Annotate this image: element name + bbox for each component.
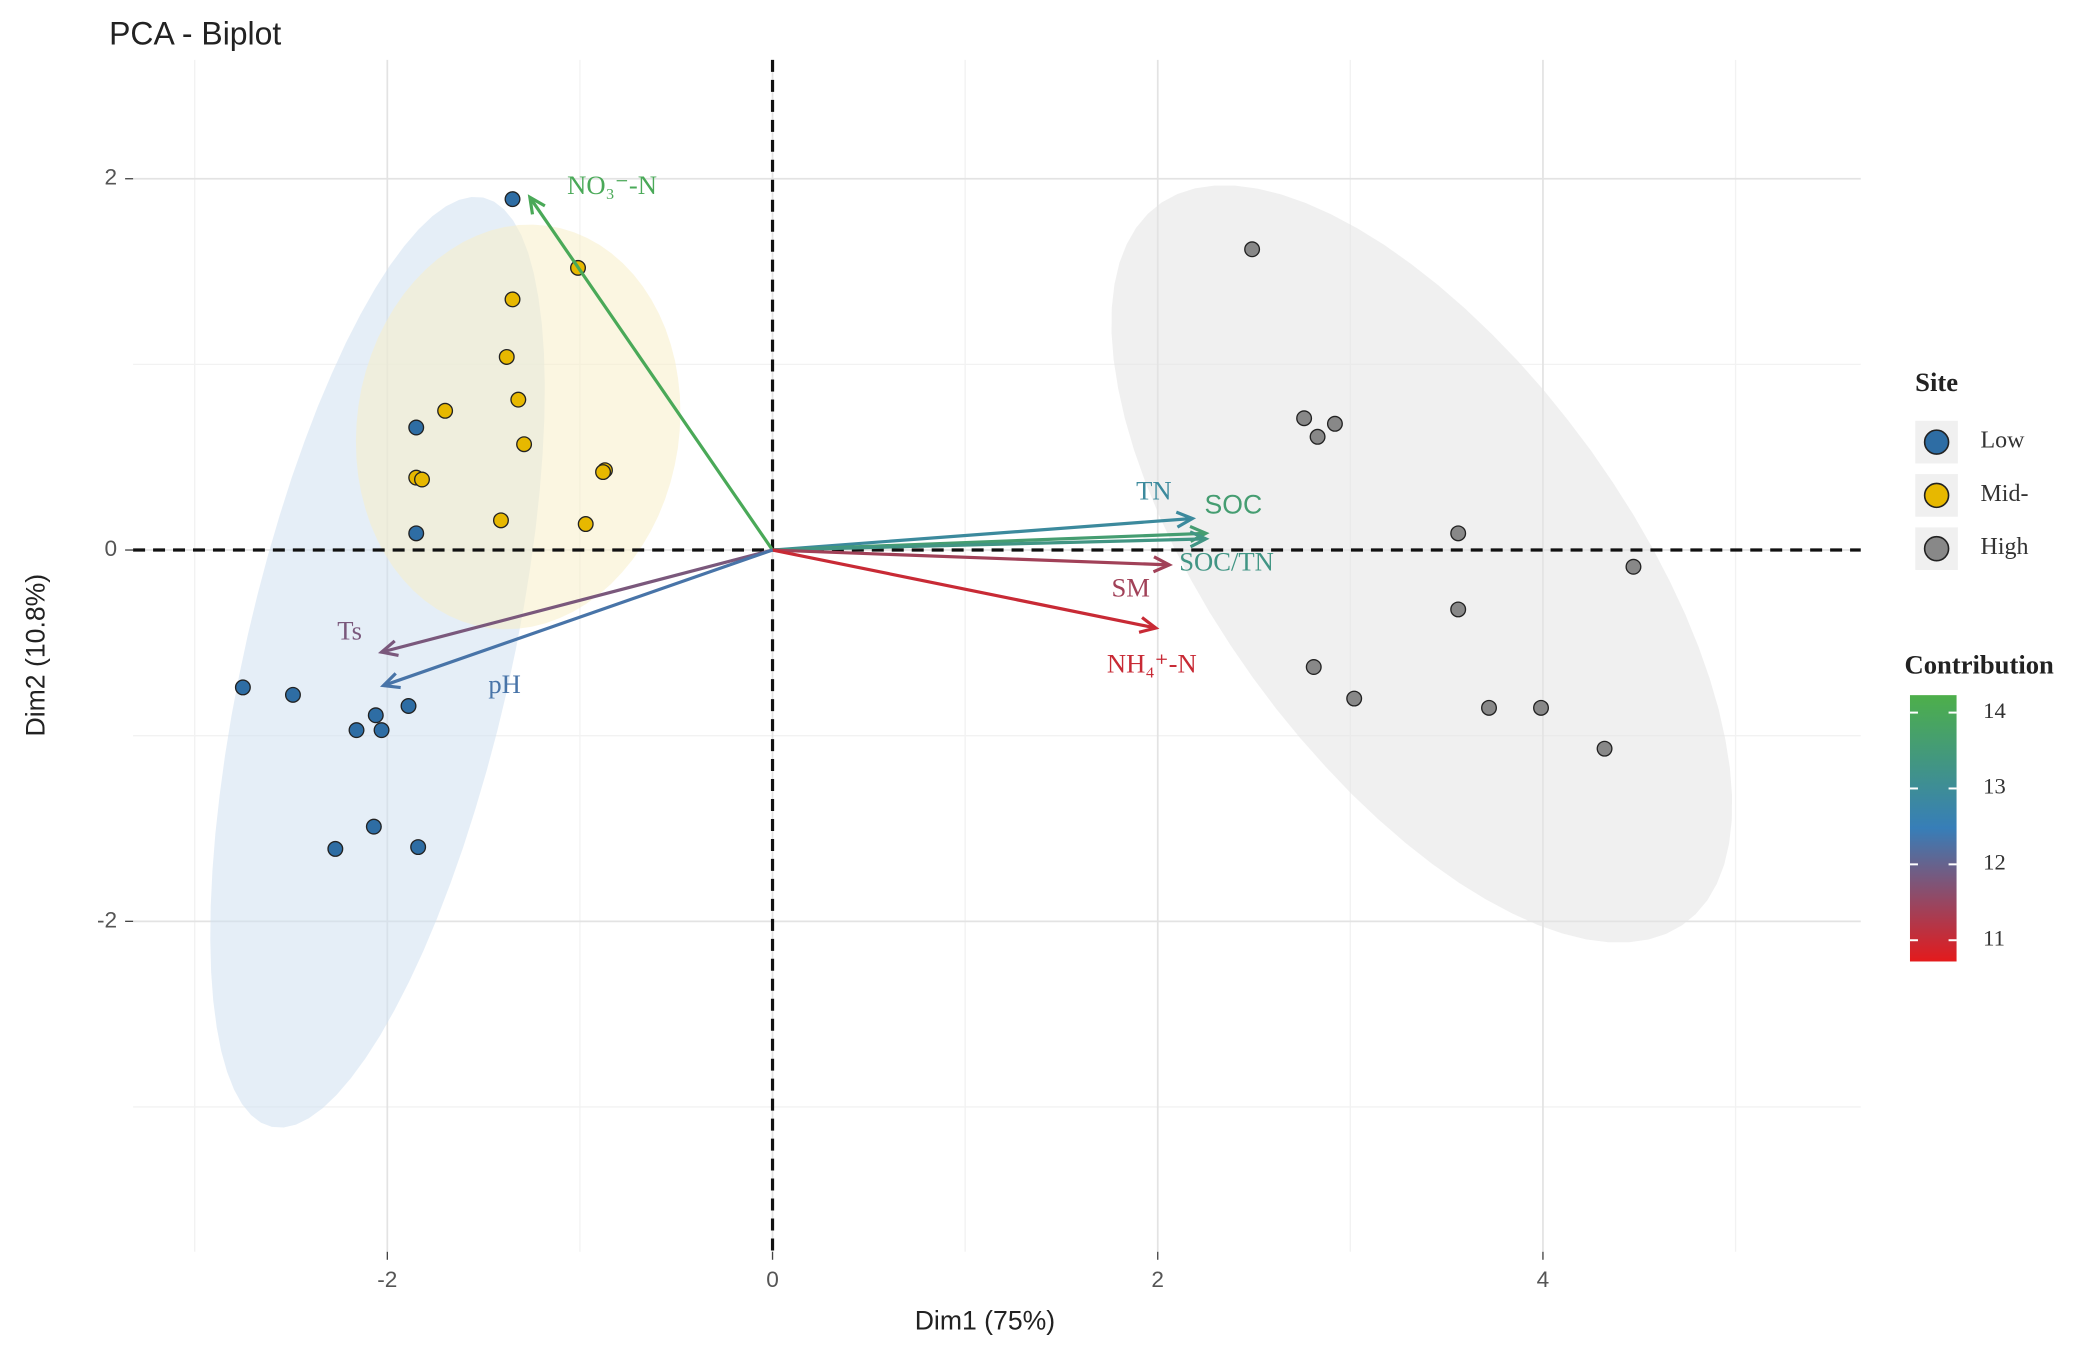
legend-label: Low [1981,428,2026,454]
point [1326,415,1343,432]
colorbar-label: 14 [1983,698,2006,723]
point [373,722,390,739]
variable-label: TN [1136,475,1171,505]
variable-label: NO₃⁻-N [567,170,657,200]
point [492,512,509,529]
point [327,840,344,857]
colorbar-label: 11 [1983,925,2005,950]
colorbar-label: 12 [1983,850,2006,875]
variable-arrow [380,548,774,690]
point [367,707,384,724]
x-tick-label: 4 [1537,1267,1550,1292]
point [498,348,515,365]
legend-swatch [1923,429,1950,455]
variable-label: SOC/TN [1179,546,1274,576]
legend-swatch [1923,535,1950,562]
point [400,697,417,714]
point [1296,410,1313,427]
arrow-head [1189,530,1210,549]
y-tick-label: -2 [97,907,117,932]
point [284,686,301,703]
x-tick-label: 2 [1151,1267,1164,1292]
chart-title: PCA - Biplot [109,15,281,51]
colorbar-title: Contribution [1905,649,2055,679]
arrow-shaft [772,537,1206,552]
arrow-shaft [772,548,1157,630]
point [504,191,521,208]
confidence-ellipse [1111,185,1733,943]
point [348,722,365,739]
arrow-head [378,639,399,658]
arrow-head [527,194,546,215]
point [410,839,427,856]
point [595,464,612,481]
variable-arrow [772,548,1173,574]
variable-label: SOC [1205,490,1263,520]
arrow-shaft [381,548,773,654]
variable-arrow [527,194,774,551]
point [437,402,454,419]
arrow-head [1175,510,1197,529]
point [577,516,594,533]
colorbar [1909,695,1957,962]
y-tick-label: 2 [105,165,118,190]
point [1450,525,1467,542]
point [1309,428,1326,445]
confidence-ellipse [355,224,681,630]
point [408,419,425,436]
variable-label: NH₄⁺-N [1107,649,1197,679]
arrow-head [1138,616,1160,634]
point [1244,241,1261,258]
point [1625,558,1642,575]
legend-label: Mid- [1981,481,2029,507]
arrow-shaft [528,196,774,551]
point [234,679,251,696]
legend-title: Site [1915,367,1958,397]
point [1481,699,1497,716]
variable-arrow [772,530,1210,552]
point [516,436,533,453]
variable-label: Ts [337,616,362,646]
y-axis-label: Dim2 (10.8%) [20,574,50,737]
point [510,391,527,408]
legend-swatch [1923,482,1950,509]
arrow-head [1152,555,1173,574]
x-tick-label: -2 [377,1267,397,1292]
arrow-shaft [772,548,1170,567]
variable-arrow [378,548,773,658]
point [1450,601,1467,618]
point [1346,690,1363,707]
arrow-head [380,672,401,690]
x-axis-label: Dim1 (75%) [915,1305,1055,1335]
arrow-shaft [772,516,1193,552]
point [365,818,382,835]
variable-arrow [772,510,1197,552]
point [504,291,521,308]
x-tick-label: 0 [766,1267,779,1292]
legend-label: High [1981,534,2029,560]
arrow-shaft [382,548,774,688]
colorbar-label: 13 [1983,774,2006,799]
point [1533,699,1549,716]
point [414,471,430,488]
point [1305,659,1322,675]
point [1596,740,1613,757]
variable-arrow [772,548,1160,634]
variable-label: SM [1111,572,1149,602]
variable-label: pH [488,669,521,699]
point [408,525,425,542]
y-tick-label: 0 [105,536,118,561]
